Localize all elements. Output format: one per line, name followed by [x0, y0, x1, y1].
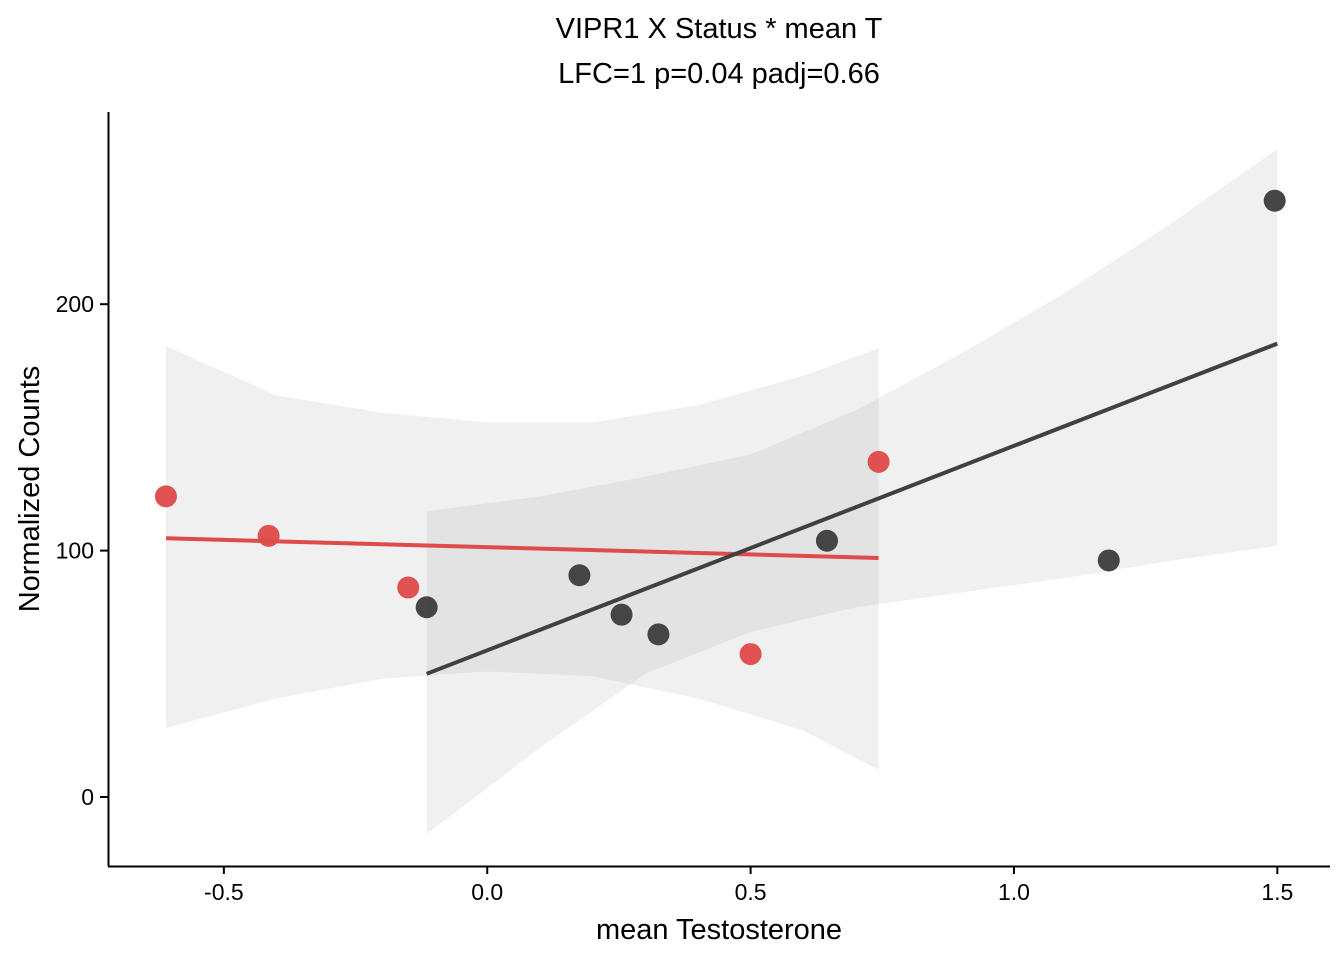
x-axis-ticks: -0.5 0.0 0.5 1.0 1.5: [204, 866, 1293, 905]
confidence-band-0: [165, 346, 879, 770]
y-tick-label: 200: [56, 291, 94, 317]
y-axis-title: Normalized Counts: [14, 366, 46, 613]
y-tick-label: 0: [81, 784, 94, 810]
plot-area: [154, 149, 1286, 834]
confidence-bands: [165, 149, 1278, 834]
x-tick-label: 1.0: [998, 879, 1030, 905]
data-points: [154, 189, 1286, 666]
data-point: [610, 603, 633, 626]
data-point: [739, 643, 762, 666]
data-point: [647, 623, 670, 646]
fit-line-1: [425, 341, 1279, 676]
data-point: [1263, 189, 1286, 212]
fit-lines: [165, 341, 1279, 676]
x-tick-label: 0.0: [471, 879, 503, 905]
chart-subtitle: LFC=1 p=0.04 padj=0.66: [558, 58, 880, 90]
x-axis-title: mean Testosterone: [596, 914, 842, 946]
fit-line-0: [165, 536, 879, 560]
data-point: [815, 529, 838, 552]
y-axis-ticks: 0 100 200: [56, 291, 108, 810]
data-point: [1097, 549, 1120, 572]
data-point: [415, 596, 438, 619]
data-point: [154, 485, 177, 508]
data-point: [397, 576, 420, 599]
x-tick-label: -0.5: [204, 879, 244, 905]
data-point: [867, 450, 890, 473]
chart-title: VIPR1 X Status * mean T: [556, 13, 883, 45]
x-tick-label: 1.5: [1261, 879, 1293, 905]
x-tick-label: 0.5: [735, 879, 767, 905]
confidence-band-1: [426, 149, 1278, 834]
y-tick-label: 100: [56, 538, 94, 564]
data-point: [257, 524, 280, 547]
data-point: [568, 564, 591, 587]
